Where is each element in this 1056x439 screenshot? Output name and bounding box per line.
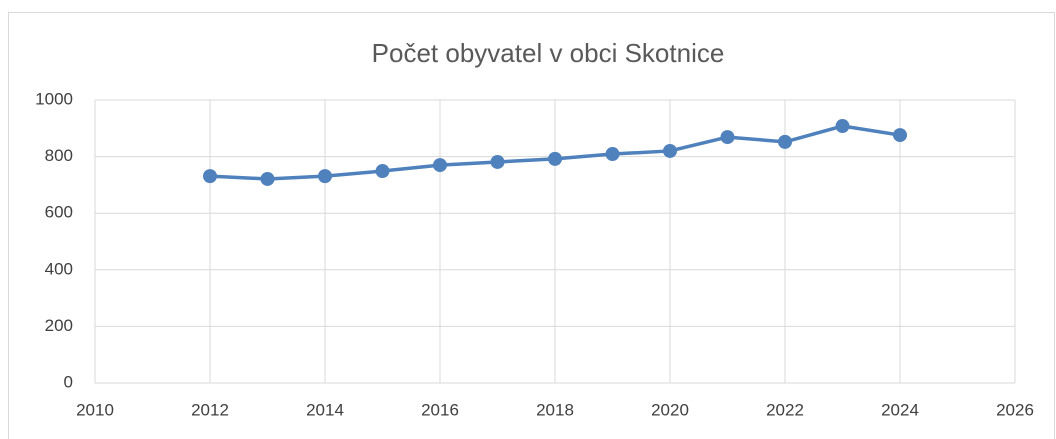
x-tick-label: 2022 xyxy=(766,400,804,419)
x-tick-label: 2012 xyxy=(191,400,229,419)
data-point xyxy=(720,130,735,145)
x-tick-label: 2010 xyxy=(76,400,114,419)
x-tick-label: 2024 xyxy=(881,400,919,419)
chart-title: Počet obyvatel v obci Skotnice xyxy=(372,38,725,68)
data-point xyxy=(433,158,447,173)
y-tick-label: 200 xyxy=(45,316,73,335)
data-point xyxy=(893,128,907,143)
data-point xyxy=(203,169,217,184)
chart-border xyxy=(8,12,1055,439)
y-tick-label: 400 xyxy=(45,259,73,278)
y-tick-label: 800 xyxy=(45,146,73,165)
y-tick-label: 600 xyxy=(45,203,73,222)
data-point xyxy=(260,171,275,186)
x-tick-label: 2018 xyxy=(536,400,574,419)
x-tick-label: 2026 xyxy=(996,400,1034,419)
data-point xyxy=(490,154,505,169)
y-tick-label: 1000 xyxy=(35,89,73,108)
x-tick-label: 2016 xyxy=(421,400,459,419)
data-point xyxy=(778,134,792,149)
data-point xyxy=(605,147,620,162)
data-point xyxy=(318,169,332,184)
x-tick-label: 2020 xyxy=(651,400,689,419)
x-tick-label: 2014 xyxy=(306,400,344,419)
y-tick-label: 0 xyxy=(64,372,73,391)
data-point xyxy=(663,143,677,158)
data-point xyxy=(835,119,850,134)
data-point xyxy=(375,164,390,179)
data-point xyxy=(548,151,562,166)
